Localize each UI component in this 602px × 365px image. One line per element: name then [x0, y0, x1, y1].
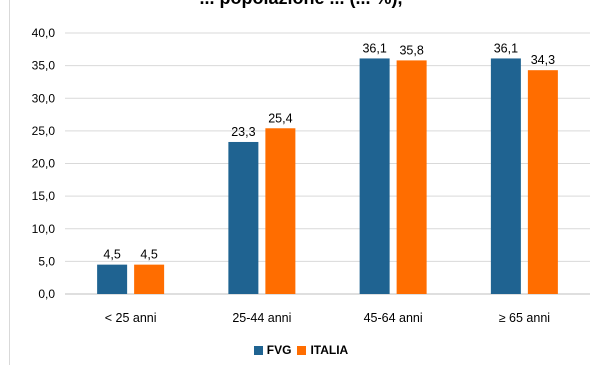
y-tick-label: 5,0: [38, 254, 55, 268]
chart-title: ... popolazione ... (... %),: [0, 0, 602, 9]
y-tick-label: 40,0: [32, 26, 56, 40]
y-tick-label: 35,0: [32, 59, 56, 73]
data-label: 4,5: [140, 248, 157, 262]
x-tick-label: 45-64 anni: [364, 311, 423, 325]
bar-italia: [527, 70, 558, 294]
data-label: 36,1: [362, 41, 386, 55]
bar-italia: [396, 60, 427, 294]
data-label: 25,4: [268, 111, 292, 125]
data-label: 36,1: [494, 41, 518, 55]
x-tick-label: < 25 anni: [105, 311, 157, 325]
bar-fvg: [228, 141, 259, 294]
bar-fvg: [97, 264, 128, 294]
y-tick-label: 25,0: [32, 124, 56, 138]
data-label: 34,3: [531, 53, 555, 67]
legend: FVG ITALIA: [0, 340, 602, 360]
chart-frame: [9, 0, 594, 365]
data-label: 4,5: [103, 248, 120, 262]
bar-fvg: [490, 58, 521, 295]
legend-swatch-fvg: [253, 345, 263, 355]
bar-chart: 0,0 5,0 10,0 15,0 20,0 25,0 30,0 35,0 40,0 4,5 4,5…: [32, 26, 590, 325]
y-tick-label: 15,0: [32, 189, 56, 203]
x-tick-label: ≥ 65 anni: [499, 311, 550, 325]
bar-italia: [134, 264, 165, 294]
y-tick-label: 0,0: [38, 287, 55, 301]
y-tick-label: 20,0: [32, 157, 56, 171]
x-tick-label: 25-44 anni: [232, 311, 291, 325]
legend-label-fvg: FVG: [266, 343, 292, 357]
legend-swatch-italia: [297, 345, 307, 355]
y-tick-label: 30,0: [32, 91, 56, 105]
data-label: 23,3: [231, 125, 255, 139]
legend-item-italia: ITALIA: [297, 343, 348, 357]
bar-fvg: [359, 58, 390, 295]
data-label: 35,8: [399, 43, 423, 57]
y-tick-label: 10,0: [32, 222, 56, 236]
bar-italia: [265, 128, 296, 294]
legend-item-fvg: FVG: [253, 343, 292, 357]
legend-label-italia: ITALIA: [310, 343, 349, 357]
